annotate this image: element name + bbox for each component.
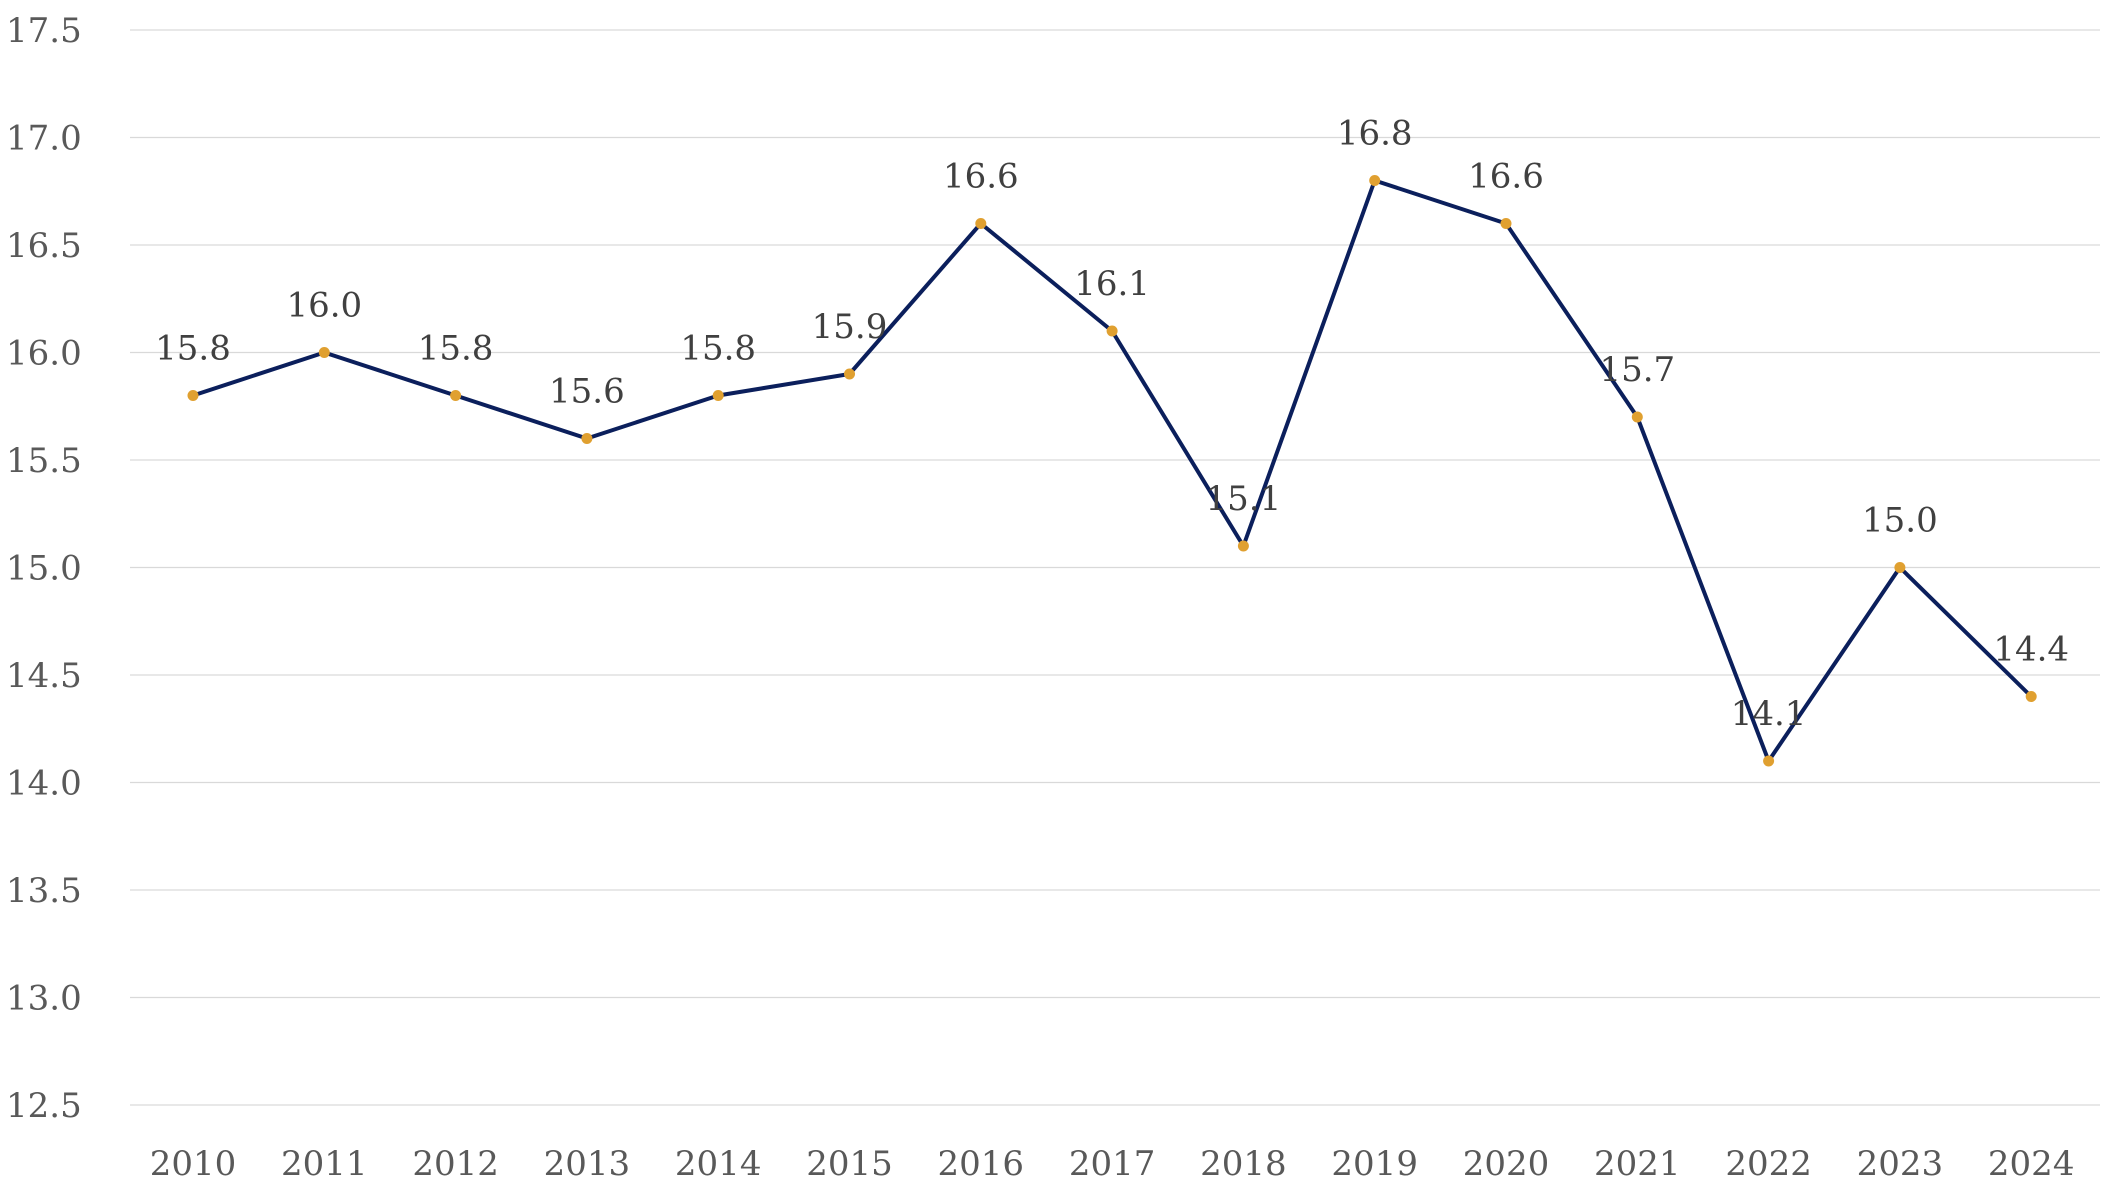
x-axis-ticks: 2010 2011 2012 2013 2014 2015 2016 2017 2018 2019… — [150, 1144, 2075, 1184]
data-label: 16.0 — [286, 286, 362, 326]
x-tick-label: 2015 — [806, 1144, 893, 1184]
data-label: 15.6 — [549, 372, 625, 412]
data-label: 16.6 — [943, 157, 1019, 197]
x-tick-label: 2019 — [1331, 1144, 1418, 1184]
x-tick-label: 2021 — [1594, 1144, 1681, 1184]
y-tick-label: 16.0 — [6, 334, 82, 374]
y-tick-label: 17.0 — [6, 119, 82, 159]
data-label: 15.8 — [680, 329, 756, 369]
data-point — [2025, 691, 2037, 702]
data-point — [1894, 562, 1906, 573]
data-point — [844, 368, 855, 380]
x-tick-label: 2024 — [1988, 1144, 2075, 1184]
data-point — [1106, 325, 1118, 337]
data-point — [450, 390, 462, 401]
data-labels: 15.8 16.0 15.8 15.6 15.8 15.9 16.6 16.1 15.1 16.8… — [155, 114, 2069, 735]
data-point — [1237, 540, 1249, 552]
y-tick-label: 15.0 — [6, 549, 82, 589]
data-label: 16.6 — [1468, 157, 1544, 197]
data-point — [1763, 755, 1775, 767]
data-point — [581, 433, 593, 444]
series-layer — [187, 175, 2037, 767]
data-label: 15.1 — [1206, 479, 1282, 519]
y-tick-label: 15.5 — [6, 441, 82, 481]
data-label: 16.1 — [1074, 264, 1150, 304]
data-point — [712, 390, 724, 401]
data-point — [1369, 175, 1381, 186]
y-axis-ticks: 12.5 13.0 13.5 14.0 14.5 15.0 15.5 16.0 16.5 17.0… — [6, 11, 82, 1126]
y-tick-label: 13.0 — [6, 979, 82, 1019]
data-label: 15.9 — [812, 307, 888, 347]
y-tick-label: 17.5 — [6, 11, 82, 51]
x-tick-label: 2017 — [1069, 1144, 1156, 1184]
data-label: 14.1 — [1731, 694, 1807, 734]
data-point — [1631, 411, 1643, 423]
data-label: 15.7 — [1599, 350, 1675, 390]
x-tick-label: 2016 — [938, 1144, 1025, 1184]
x-tick-label: 2022 — [1725, 1144, 1812, 1184]
y-tick-label: 14.0 — [6, 764, 82, 804]
data-point — [975, 218, 987, 229]
y-tick-label: 12.5 — [6, 1086, 82, 1126]
x-tick-label: 2020 — [1463, 1144, 1550, 1184]
data-label: 14.4 — [1993, 630, 2069, 670]
data-label: 15.8 — [155, 329, 231, 369]
x-tick-label: 2023 — [1857, 1144, 1944, 1184]
data-label: 15.0 — [1862, 501, 1938, 541]
data-label: 15.8 — [418, 329, 494, 369]
y-tick-label: 13.5 — [6, 871, 82, 911]
data-label: 16.8 — [1337, 114, 1413, 154]
y-tick-label: 16.5 — [6, 226, 82, 266]
data-point — [318, 347, 330, 358]
x-tick-label: 2011 — [281, 1144, 368, 1184]
x-tick-label: 2014 — [675, 1144, 762, 1184]
x-tick-label: 2013 — [544, 1144, 631, 1184]
data-point — [1500, 218, 1512, 229]
y-tick-label: 14.5 — [6, 656, 82, 696]
data-point — [187, 390, 199, 401]
x-tick-label: 2010 — [150, 1144, 237, 1184]
x-tick-label: 2012 — [412, 1144, 499, 1184]
x-tick-label: 2018 — [1200, 1144, 1287, 1184]
gridlines — [130, 29, 2100, 1106]
